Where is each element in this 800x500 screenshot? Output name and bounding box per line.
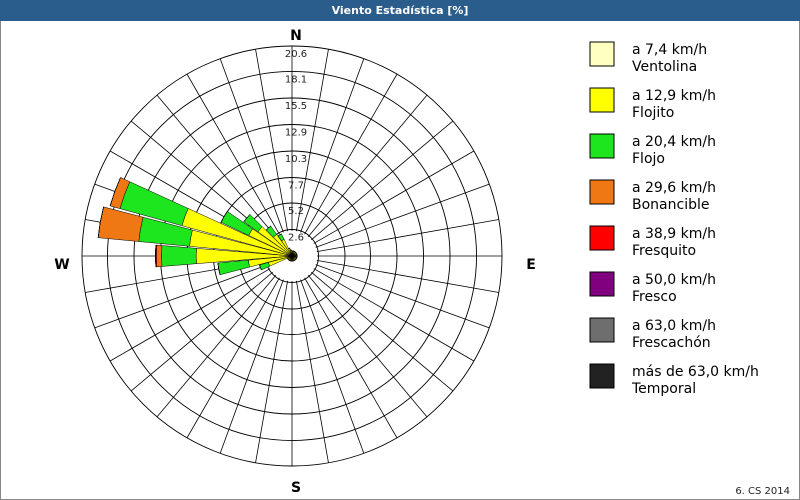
compass-label: N <box>290 28 302 44</box>
spoke <box>316 259 499 293</box>
spoke <box>315 264 490 329</box>
footer: 6. CS 2014 <box>735 486 790 497</box>
petal-segment <box>109 177 121 206</box>
ring-label: 10.3 <box>285 154 307 165</box>
legend-description: Fresco <box>632 289 677 305</box>
spoke <box>300 279 365 454</box>
grid-ring <box>81 45 503 467</box>
petal-segment <box>259 264 262 271</box>
compass-label: S <box>291 480 301 496</box>
spoke <box>186 277 280 439</box>
legend-description: Frescachón <box>632 335 711 351</box>
legend-swatch <box>589 133 615 159</box>
legend-description: Flojo <box>632 151 665 167</box>
spoke <box>109 268 271 362</box>
legend-swatch <box>589 87 615 113</box>
spoke <box>156 275 277 418</box>
title-bar <box>0 0 800 21</box>
spoke <box>156 94 277 237</box>
spoke <box>313 150 475 244</box>
ring-label: 18.1 <box>285 74 307 85</box>
compass-label: E <box>526 257 536 273</box>
ring-label: 2.6 <box>288 232 304 243</box>
legend-label: a 20,4 km/h <box>632 134 716 150</box>
legend-description: Fresquito <box>632 243 696 259</box>
legend-label: a 12,9 km/h <box>632 88 716 104</box>
legend-label: a 63,0 km/h <box>632 318 716 334</box>
grid-ring <box>133 97 451 415</box>
grid-ring <box>107 71 477 441</box>
spoke <box>255 280 289 463</box>
legend-label: más de 63,0 km/h <box>632 364 759 380</box>
spoke <box>219 58 284 233</box>
ring-label: 7.7 <box>288 181 304 192</box>
spoke <box>307 275 428 418</box>
spoke <box>304 73 398 235</box>
spoke <box>94 264 269 329</box>
spoke <box>255 49 289 232</box>
ring-label: 20.6 <box>285 49 307 60</box>
compass-label: W <box>54 257 69 273</box>
spoke <box>186 73 280 235</box>
petal-segment <box>156 244 163 268</box>
legend-description: Temporal <box>631 381 696 397</box>
spoke <box>313 268 475 362</box>
legend-swatch <box>589 271 615 297</box>
legend-swatch <box>589 179 615 205</box>
legend-description: Bonancible <box>632 197 709 213</box>
legend-description: Flojito <box>632 105 674 121</box>
chart-title: Viento Estadística [%] <box>332 4 469 17</box>
legend-label: a 29,6 km/h <box>632 180 716 196</box>
spoke <box>311 271 454 392</box>
spoke <box>300 58 365 233</box>
legend-label: a 38,9 km/h <box>632 226 716 242</box>
spoke <box>130 271 273 392</box>
ring-label: 15.5 <box>285 101 307 112</box>
petal-segment <box>266 225 271 231</box>
spoke <box>311 120 454 241</box>
legend-swatch <box>589 41 615 67</box>
spoke <box>316 219 499 253</box>
legend-label: a 50,0 km/h <box>632 272 716 288</box>
ring-label: 12.9 <box>285 127 307 138</box>
spoke <box>219 279 284 454</box>
legend-swatch <box>589 317 615 343</box>
spoke <box>295 280 329 463</box>
spoke <box>315 183 490 248</box>
legend-swatch <box>589 225 615 251</box>
spoke <box>307 94 428 237</box>
ring-label: 5.2 <box>288 206 304 217</box>
spoke <box>304 277 398 439</box>
legend-label: a 7,4 km/h <box>632 42 707 58</box>
spoke <box>295 49 329 232</box>
petal-segment <box>161 245 197 267</box>
legend-swatch <box>589 363 615 389</box>
legend-description: Ventolina <box>632 59 697 75</box>
